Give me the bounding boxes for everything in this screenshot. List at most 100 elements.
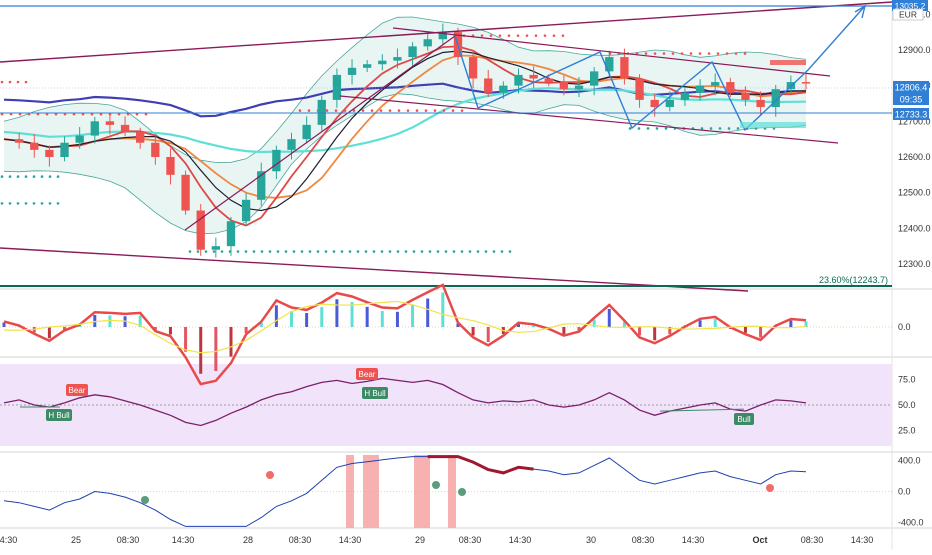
channel-lower <box>0 247 749 292</box>
band-lower <box>3 93 807 235</box>
osc1-bar <box>638 327 642 336</box>
stop-dot <box>90 112 94 116</box>
stop-dot <box>460 109 464 112</box>
rsi-div-2 <box>659 408 745 412</box>
stop-dot <box>135 112 139 116</box>
time-tick-label: 14:30 <box>339 535 362 545</box>
stop-dot <box>36 112 40 116</box>
osc1-bar <box>63 327 67 330</box>
osc2-signal-dot <box>141 496 149 504</box>
stop-dot <box>244 250 248 253</box>
osc2-highlight <box>414 455 430 528</box>
osc1-bar <box>290 311 294 327</box>
hbull-badge-1: H Bull <box>46 409 72 421</box>
currency-tag[interactable] <box>892 8 924 21</box>
stop-dot <box>325 109 329 112</box>
stop-dot <box>292 250 296 253</box>
candle-body <box>408 46 417 58</box>
osc2-line <box>3 456 807 527</box>
osc1-bar <box>47 327 51 339</box>
stop-dot <box>420 250 424 253</box>
candle-body <box>241 199 251 222</box>
candle-body <box>771 89 780 108</box>
candle-body <box>529 74 538 79</box>
osc1-bar <box>759 327 763 338</box>
price-tick-label: 12900.0 <box>898 45 931 55</box>
candle-body <box>650 99 659 108</box>
osc1-bar <box>622 321 626 327</box>
stop-dot <box>40 202 44 205</box>
stop-dot <box>32 175 36 178</box>
stop-dot <box>8 175 12 178</box>
candle-body <box>665 99 674 108</box>
stop-dot <box>0 80 4 84</box>
stop-dot <box>451 109 455 112</box>
fib-label: 23.60%(12243.7) <box>819 275 888 285</box>
svg-text:Bear: Bear <box>359 370 376 379</box>
candle-body <box>801 82 811 84</box>
price-axis[interactable]: 12300.012400.012500.012600.012700.012800… <box>898 9 931 269</box>
stop-dot <box>388 250 392 253</box>
osc1-signal <box>3 283 807 386</box>
stop-dot <box>543 34 547 37</box>
oscillator-2: 400.0 0.0 -400.0 <box>0 455 924 528</box>
osc1-bar <box>426 298 430 327</box>
candle-body <box>574 85 584 90</box>
candle-body <box>151 142 160 157</box>
stop-dot <box>220 250 224 253</box>
stop-dot <box>433 109 437 112</box>
stop-dot <box>356 250 360 253</box>
stop-dot <box>40 175 44 178</box>
stop-dot <box>736 127 740 130</box>
price-tick-label: 12700.0 <box>898 116 931 126</box>
stop-dot <box>372 250 376 253</box>
stop-dot <box>144 112 148 116</box>
candle-body <box>711 82 720 86</box>
stop-dot <box>734 52 738 55</box>
stop-dot <box>534 34 538 37</box>
stop-dot <box>743 52 747 55</box>
osc1-bar <box>592 319 596 327</box>
timer-tag <box>893 93 929 105</box>
candle-body <box>317 99 326 125</box>
stop-dot <box>500 250 504 253</box>
stop-dot <box>552 34 556 37</box>
osc1-bar <box>184 327 188 352</box>
osc1-bar <box>713 318 717 327</box>
stop-dot <box>442 109 446 112</box>
osc1-bar <box>153 327 157 331</box>
time-tick-label: 14:30 <box>682 535 705 545</box>
stop-dot <box>700 127 704 130</box>
time-tick-label: 25 <box>71 535 81 545</box>
stop-dot <box>48 175 52 178</box>
rsi-tick-label: 50.0 <box>898 400 916 410</box>
osc1-bar <box>789 320 793 327</box>
stop-dot <box>489 34 493 37</box>
time-axis[interactable]: 14:30 25 08:30 14:30 28 08:30 14:30 29 08:30 14:3… <box>0 535 873 545</box>
candle-body <box>347 67 357 75</box>
stop-dot <box>54 112 58 116</box>
stop-dot <box>444 250 448 253</box>
stop-dot <box>188 250 192 253</box>
candle-body <box>589 71 599 86</box>
band-upper <box>3 16 807 163</box>
osc1-bar <box>395 311 399 327</box>
time-tick-label: 08:30 <box>459 535 482 545</box>
time-tick-label: 08:30 <box>801 535 824 545</box>
stop-dot <box>236 250 240 253</box>
stop-dot <box>268 250 272 253</box>
stop-dot <box>716 52 720 55</box>
osc2-signal-dot <box>766 484 774 492</box>
osc2-signal-dot <box>458 488 466 496</box>
stop-dot <box>436 250 440 253</box>
price-tick-label: 12600.0 <box>898 152 931 162</box>
bear-badge-2: Bear <box>356 368 378 380</box>
stop-dot <box>0 175 4 178</box>
osc1-yellow <box>4 300 807 354</box>
candle-body <box>60 142 69 157</box>
stop-dot <box>689 52 693 55</box>
candle-body <box>196 210 205 250</box>
stop-dot <box>525 34 529 37</box>
candle-body <box>287 139 296 150</box>
